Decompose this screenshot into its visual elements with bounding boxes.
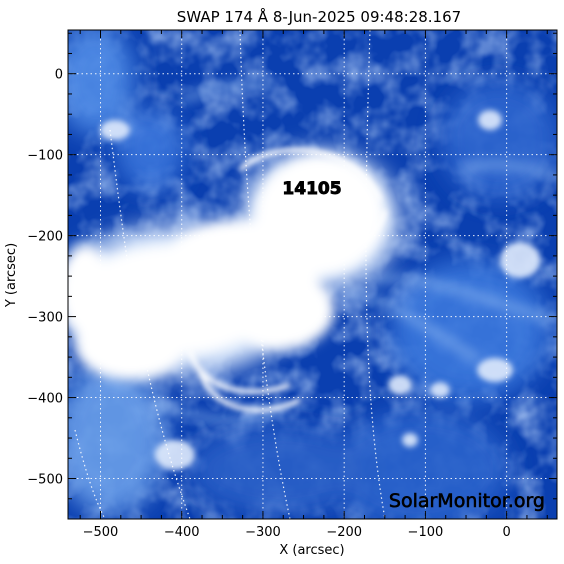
plot-title: SWAP 174 Å 8-Jun-2025 09:48:28.167 bbox=[177, 7, 461, 26]
coordinate-grid bbox=[68, 30, 557, 519]
plot-frame bbox=[67, 29, 558, 520]
y-tick-label: −400 bbox=[27, 392, 63, 407]
y-tick-label: −200 bbox=[27, 230, 63, 245]
x-tick-label: −500 bbox=[83, 525, 119, 540]
solar-image bbox=[68, 30, 557, 519]
y-axis: 0 −100 −200 −300 −400 −500 bbox=[27, 32, 557, 500]
x-axis: −500 −400 −300 −200 −100 0 bbox=[79, 30, 548, 540]
x-tick-label: −400 bbox=[164, 525, 200, 540]
y-tick-label: −500 bbox=[27, 473, 63, 488]
x-tick-label: −200 bbox=[326, 525, 362, 540]
y-tick-label: −100 bbox=[27, 149, 63, 164]
x-axis-label: X (arcsec) bbox=[279, 543, 344, 558]
watermark-text: SolarMonitor.org bbox=[389, 490, 545, 512]
flare-region bbox=[68, 147, 400, 413]
x-tick-label: −100 bbox=[408, 525, 444, 540]
y-tick-label: −300 bbox=[27, 311, 63, 326]
x-tick-label: −300 bbox=[245, 525, 281, 540]
active-region-label: 14105 bbox=[282, 179, 341, 199]
longitude-lines bbox=[74, 30, 386, 519]
x-tick-label: 0 bbox=[502, 525, 510, 540]
y-tick-label: 0 bbox=[55, 68, 63, 83]
y-axis-label: Y (arcsec) bbox=[4, 243, 19, 308]
